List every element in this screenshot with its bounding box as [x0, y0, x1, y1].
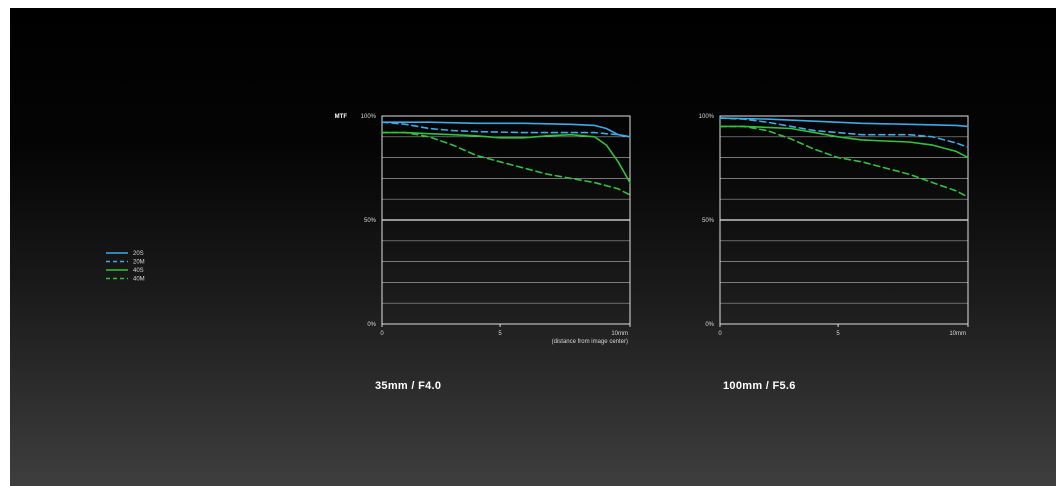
x-tick-label: 5 [836, 331, 840, 337]
y-tick-label: 100% [361, 114, 377, 120]
legend-label: 40M [133, 277, 145, 283]
series-line-20s [381, 121, 631, 138]
series-line-40m [381, 131, 631, 196]
series-line-40m [719, 125, 969, 198]
legend: 20S 20M 40S 40M [106, 251, 145, 283]
x-tick-label: 10mm [611, 331, 628, 337]
series-line-20s [719, 117, 969, 128]
chart-title-100mm: 100mm / F5.6 [723, 380, 796, 392]
plot-frame [381, 115, 631, 325]
x-tick-label: 5 [498, 331, 502, 337]
legend-label: 20S [133, 251, 144, 257]
x-tick-label: 10mm [949, 331, 966, 337]
mtf-chart-100mm: 0 5 10mm 100% 50% 0% [699, 114, 969, 337]
mtf-chart-35mm: 0 5 10mm 100% 50% 0% MTF (distance from image c… [335, 114, 631, 345]
x-tick-label: 0 [718, 331, 722, 337]
series-line-40s [719, 125, 969, 159]
y-tick-label: 0% [367, 322, 376, 328]
series-line-20m [381, 121, 631, 138]
x-axis-label: (distance from image center) [552, 339, 628, 345]
x-tick-label: 0 [380, 331, 384, 337]
y-tick-label: 50% [702, 218, 715, 224]
slide-background: 0 5 10mm 100% 50% 0% MTF (distance from image c… [10, 8, 1056, 486]
legend-label: 40S [133, 268, 144, 274]
y-axis-label: MTF [335, 114, 348, 120]
y-tick-label: 100% [699, 114, 715, 120]
y-tick-label: 0% [705, 322, 714, 328]
chart-title-35mm: 35mm / F4.0 [375, 380, 442, 392]
series-line-40s [381, 131, 631, 184]
plot-frame [719, 115, 969, 325]
legend-label: 20M [133, 260, 145, 266]
series-line-20m [719, 117, 969, 148]
y-tick-label: 50% [364, 218, 377, 224]
